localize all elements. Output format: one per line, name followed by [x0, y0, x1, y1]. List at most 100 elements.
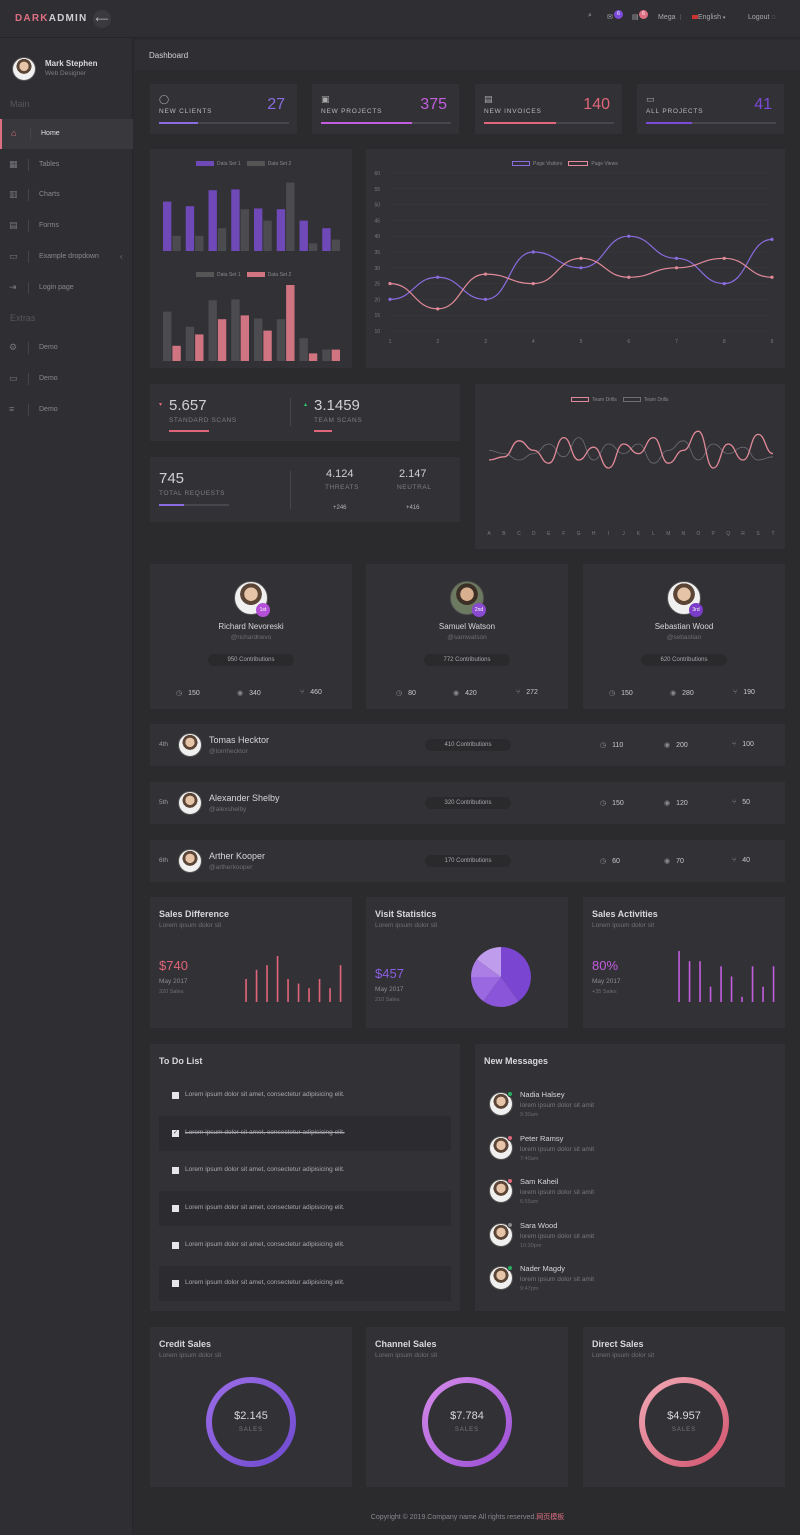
- mail-icon[interactable]: ✉: [607, 14, 613, 21]
- x-tick-label: C: [517, 531, 521, 537]
- clock-icon: ◷: [176, 690, 183, 697]
- summary-note: +35 Sales: [592, 989, 617, 995]
- todo-item[interactable]: Lorem ipsum dolor sit amet, consectetur …: [159, 1228, 451, 1263]
- message-text: lorem ipsum dolor sit amit: [520, 1232, 595, 1240]
- stat-clock: ◷ 150: [176, 690, 200, 697]
- user-handle: @samwatson: [447, 634, 487, 641]
- list-item[interactable]: 5th Alexander Shelby @alexshelby 320 Con…: [150, 782, 785, 824]
- messages-title: New Messages: [484, 1056, 549, 1066]
- x-tick-label: B: [502, 531, 506, 537]
- todo-checkbox[interactable]: [172, 1167, 179, 1174]
- status-dot: [507, 1134, 513, 1141]
- top-user-card-2[interactable]: 2nd Samuel Watson @samwatson 772 Contrib…: [366, 564, 568, 709]
- x-tick-label: 4: [532, 339, 535, 345]
- avatar[interactable]: [489, 1092, 513, 1116]
- direct-sales-ring: [639, 1377, 729, 1467]
- x-tick-label: F: [562, 531, 565, 537]
- fork-icon: ⑂: [300, 689, 305, 696]
- x-tick-label: P: [712, 531, 716, 537]
- bar: [286, 182, 295, 251]
- sidebar-item-login-page[interactable]: ⇥ Login page: [9, 282, 74, 294]
- invoice-icon: ▤: [484, 94, 493, 104]
- sidebar-item-forms[interactable]: ▤ Forms: [9, 220, 59, 232]
- todo-checkbox[interactable]: [172, 1204, 179, 1212]
- todo-item[interactable]: Lorem ipsum dolor sit amet, consectetur …: [159, 1265, 451, 1301]
- sidebar-item-home[interactable]: ⌂ Home: [0, 119, 133, 149]
- todo-checkbox[interactable]: [172, 1092, 179, 1099]
- total-requests-value: 745: [159, 470, 185, 487]
- user-name: Mark Stephen: [45, 59, 98, 68]
- stat-views: ◉ 420: [453, 690, 477, 697]
- summary-date: May 2017: [375, 986, 404, 993]
- sidebar-item-charts[interactable]: ▥ Charts: [9, 189, 60, 201]
- y-tick-label: 55: [374, 187, 380, 193]
- bar: [172, 235, 181, 251]
- standard-scans-label: STANDARD SCANS: [169, 417, 237, 424]
- sidebar-toggle-button[interactable]: ⟵: [93, 10, 111, 28]
- monitor-icon: ▭: [646, 94, 655, 104]
- avatar[interactable]: [178, 791, 202, 815]
- sales-activities-card: Sales Activities Lorem ipsum dolor sit 8…: [583, 897, 785, 1028]
- search-icon[interactable]: ⌕: [588, 12, 592, 19]
- ring-value: $2.145: [234, 1410, 268, 1422]
- threats-value: 4.124: [326, 468, 354, 480]
- fork-icon: ⑂: [733, 689, 738, 696]
- avatar[interactable]: [489, 1266, 513, 1290]
- todo-item[interactable]: Lorem ipsum dolor sit amet, consectetur …: [159, 1190, 451, 1226]
- logout-link[interactable]: Logout ◌: [748, 14, 776, 21]
- x-tick-label: 6: [627, 339, 630, 345]
- brand-logo[interactable]: DARKADMIN: [15, 13, 88, 24]
- data-point: [627, 234, 631, 238]
- y-tick-label: 20: [374, 297, 380, 303]
- footer-link[interactable]: 网页模板: [536, 1514, 565, 1521]
- summary-value: $740: [159, 958, 188, 973]
- avatar[interactable]: [12, 57, 36, 81]
- x-tick-label: K: [637, 531, 641, 537]
- user-name: Alexander Shelby: [209, 793, 280, 803]
- todo-item[interactable]: Lorem ipsum dolor sit amet, consectetur …: [159, 1153, 451, 1188]
- bar: [720, 966, 722, 1002]
- bar: [240, 315, 249, 361]
- bar: [322, 228, 331, 251]
- list-item[interactable]: 6th Arther Kooper @artherkooper 170 Cont…: [150, 840, 785, 882]
- sidebar-item-demo-1[interactable]: ⚙ Demo: [9, 342, 58, 354]
- top-user-card-1[interactable]: 1st Richard Nevoreski @richardnevo 950 C…: [150, 564, 352, 709]
- sidebar-item-example-dropdown[interactable]: ▭ Example dropdown ‹: [9, 251, 123, 263]
- bar: [730, 976, 733, 1002]
- avatar[interactable]: [178, 849, 202, 873]
- sales-activities-chart: [678, 951, 775, 1002]
- user-name: Arther Kooper: [209, 851, 266, 861]
- direct-sales-card: Direct Sales Lorem ipsum dolor sit $4.95…: [583, 1327, 785, 1487]
- top-user-card-3[interactable]: 3rd Sebastian Wood @sebastian 620 Contri…: [583, 564, 785, 709]
- sidebar-item-demo-3[interactable]: ≡ Demo: [9, 404, 58, 416]
- legend-swatch: [568, 161, 589, 167]
- todo-checkbox[interactable]: [172, 1242, 179, 1249]
- eye-icon: ◉: [237, 690, 244, 697]
- user-handle: @artherkooper: [209, 864, 253, 871]
- sidebar-item-tables[interactable]: ▦ Tables: [9, 159, 60, 171]
- bar: [772, 966, 775, 1002]
- todo-checkbox[interactable]: ✓: [172, 1129, 179, 1137]
- user-handle: @alexshelby: [209, 806, 247, 813]
- todo-item[interactable]: ✓ Lorem ipsum dolor sit amet, consectetur…: [159, 1115, 451, 1151]
- language-dropdown[interactable]: English ▾: [692, 14, 725, 21]
- data-point: [674, 266, 679, 270]
- y-tick-label: 40: [374, 234, 380, 240]
- bar: [163, 311, 172, 361]
- message-sender: Nadia Halsey: [520, 1090, 565, 1099]
- bar: [208, 300, 217, 361]
- list-item[interactable]: 4th Tomas Hecktor @tomhecktor 410 Contri…: [150, 724, 785, 766]
- status-dot: [507, 1265, 513, 1271]
- settings-icon: ⚙: [9, 342, 18, 352]
- sidebar-item-demo-2[interactable]: ▭ Demo: [9, 373, 58, 385]
- todo-checkbox[interactable]: [172, 1279, 179, 1287]
- status-dot: [507, 1178, 513, 1184]
- mega-menu-link[interactable]: Mega ⋮: [658, 14, 684, 21]
- stat-forks: ⑂ 190: [733, 689, 755, 696]
- bar: [688, 961, 691, 1002]
- summary-note: 320 Sales: [159, 989, 184, 995]
- legend-swatch: [196, 272, 214, 278]
- todo-item[interactable]: Lorem ipsum dolor sit amet, consectetur …: [159, 1078, 451, 1113]
- tasks-icon[interactable]: ▤: [632, 14, 639, 21]
- avatar[interactable]: [178, 733, 202, 757]
